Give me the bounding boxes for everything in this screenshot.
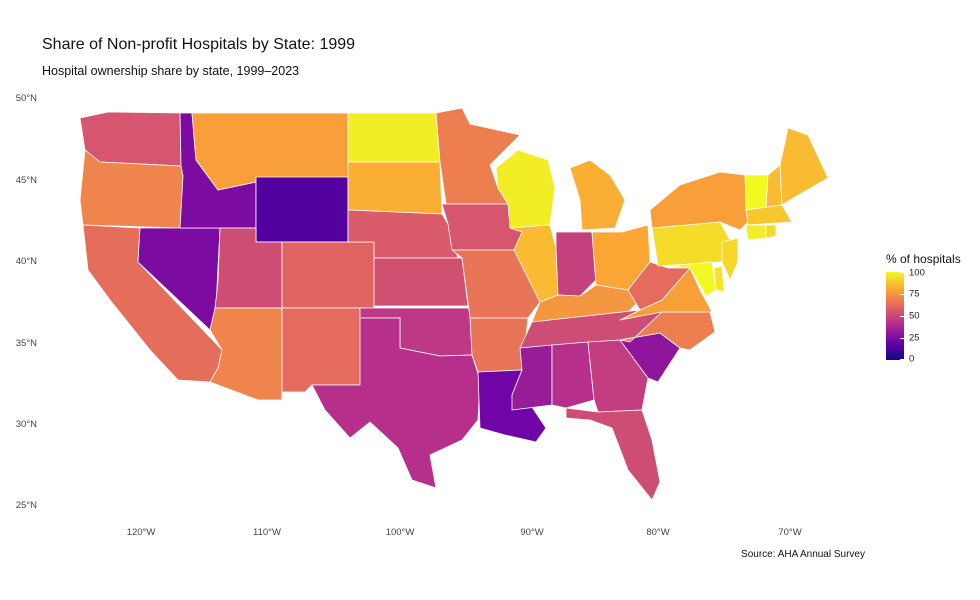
- state-nj: [721, 237, 739, 281]
- state-fl: [565, 407, 661, 501]
- state-layer: [79, 107, 829, 501]
- state-ma: [745, 204, 793, 226]
- legend-title: % of hospitals: [886, 252, 961, 266]
- state-wy: [255, 176, 349, 243]
- lon-label: 80°W: [646, 527, 669, 538]
- legend-tick-mark: [900, 272, 904, 273]
- chart-title: Share of Non-profit Hospitals by State: …: [42, 36, 356, 53]
- legend-body: 100 75 50 25 0: [886, 268, 961, 365]
- state-ny: [649, 171, 749, 231]
- color-legend: % of hospitals 100 75 50 25 0: [886, 252, 961, 365]
- state-tx: [311, 317, 481, 489]
- latitude-labels: 50°N 45°N 40°N 35°N 30°N 25°N: [16, 93, 37, 511]
- state-al: [551, 341, 595, 409]
- lon-label: 90°W: [520, 527, 543, 538]
- longitude-labels: 120°W 110°W 100°W 90°W 80°W 70°W: [127, 527, 802, 538]
- state-nd: [347, 112, 441, 163]
- lat-label: 30°N: [16, 419, 37, 430]
- state-vt: [744, 174, 769, 211]
- lat-label: 40°N: [16, 256, 37, 267]
- state-sd: [347, 161, 443, 215]
- state-az: [209, 307, 283, 401]
- state-mn: [435, 107, 521, 205]
- state-in: [555, 231, 597, 297]
- state-nh: [765, 164, 783, 209]
- state-ct: [745, 224, 767, 241]
- legend-colorbar: [886, 272, 904, 360]
- state-me: [779, 127, 829, 206]
- lat-label: 45°N: [16, 175, 37, 186]
- lon-label: 120°W: [127, 527, 156, 538]
- chart-subtitle: Hospital ownership share by state, 1999–…: [42, 64, 300, 78]
- state-md: [667, 261, 717, 297]
- lon-label: 70°W: [778, 527, 801, 538]
- source-caption: Source: AHA Annual Survey: [741, 549, 865, 560]
- lat-label: 50°N: [16, 93, 37, 104]
- state-mi: [569, 159, 626, 231]
- legend-tick-mark: [900, 338, 904, 339]
- legend-tick-mark: [900, 294, 904, 295]
- lon-label: 100°W: [386, 527, 415, 538]
- legend-tick-0: 0: [909, 353, 915, 365]
- lat-label: 35°N: [16, 338, 37, 349]
- legend-tick-50: 50: [909, 310, 920, 322]
- legend-tick-mark: [900, 316, 904, 317]
- legend-tick-mark: [900, 359, 904, 360]
- state-ar: [469, 317, 529, 373]
- state-nm: [281, 307, 361, 393]
- lon-label: 110°W: [253, 527, 281, 538]
- state-ks: [373, 257, 469, 307]
- state-ri: [765, 224, 777, 239]
- legend-tick-25: 25: [909, 332, 920, 344]
- legend-tick-75: 75: [909, 288, 920, 300]
- state-pa: [651, 221, 731, 267]
- lat-label: 25°N: [16, 500, 37, 511]
- legend-tick-100: 100: [909, 267, 925, 279]
- state-co: [281, 241, 375, 309]
